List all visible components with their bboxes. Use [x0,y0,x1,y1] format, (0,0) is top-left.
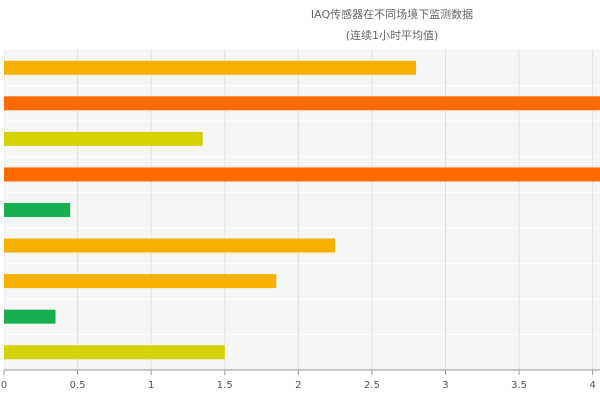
bar [4,167,600,182]
chart-title: IAQ传感器在不同场境下监测数据 [311,7,473,21]
x-tick-label: 0 [1,380,7,391]
bar [4,274,277,289]
bar [4,345,225,360]
bar [4,238,336,253]
bar [4,96,600,111]
chart-subtitle: (连续1小时平均值) [346,28,439,42]
bar [4,309,56,324]
x-tick-label: 2.5 [364,380,380,391]
bar [4,203,71,217]
plot-area [4,50,600,370]
x-tick-label: 1 [148,380,154,391]
x-tick-label: 4 [589,380,595,391]
x-tick-label: 2 [295,380,301,391]
x-tick-label: 0.5 [70,380,86,391]
bar [4,60,417,75]
x-tick-label: 3 [442,380,448,391]
bar [4,131,203,146]
x-tick-label: 1.5 [217,380,233,391]
x-tick-label: 3.5 [511,380,527,391]
